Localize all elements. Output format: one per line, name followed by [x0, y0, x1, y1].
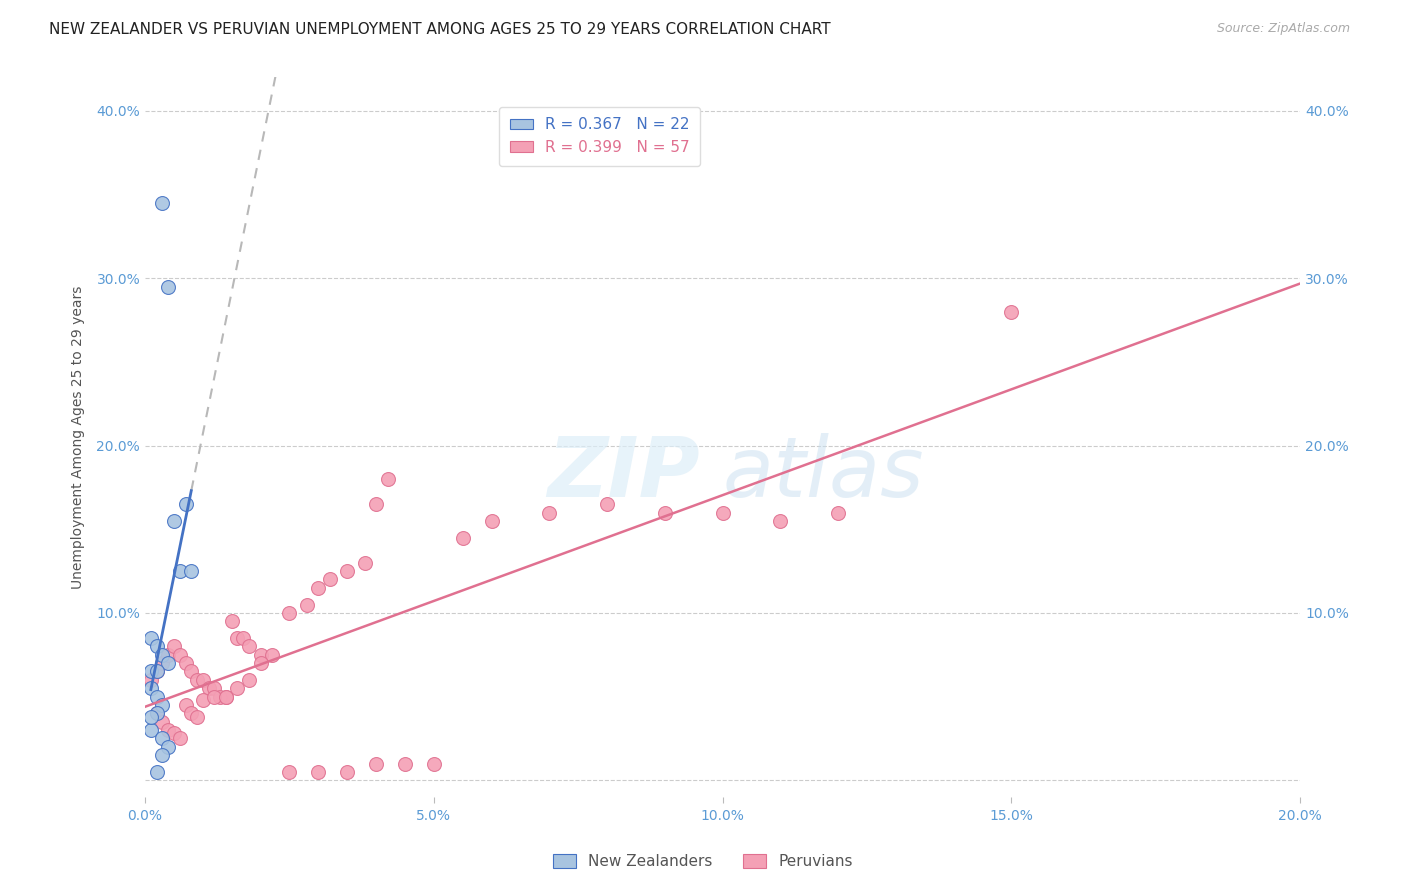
Point	[596, 497, 619, 511]
Point	[145, 690, 167, 704]
Point	[139, 723, 162, 737]
Point	[249, 656, 271, 670]
Point	[180, 564, 202, 578]
Point	[295, 598, 318, 612]
Point	[226, 631, 249, 645]
Point	[238, 640, 260, 654]
Text: ZIP: ZIP	[547, 433, 700, 514]
Point	[180, 665, 202, 679]
Point	[232, 631, 254, 645]
Point	[202, 681, 225, 696]
Point	[157, 739, 180, 754]
Point	[307, 581, 329, 595]
Point	[197, 681, 219, 696]
Point	[169, 731, 191, 746]
Point	[139, 665, 162, 679]
Point	[423, 756, 446, 771]
Point	[152, 731, 174, 746]
Point	[209, 690, 232, 704]
Point	[152, 656, 174, 670]
Point	[163, 640, 186, 654]
Point	[152, 714, 174, 729]
Point	[145, 665, 167, 679]
Point	[186, 673, 208, 687]
Point	[139, 681, 162, 696]
Point	[152, 648, 174, 662]
Text: Source: ZipAtlas.com: Source: ZipAtlas.com	[1216, 22, 1350, 36]
Point	[202, 690, 225, 704]
Point	[152, 698, 174, 712]
Point	[139, 631, 162, 645]
Point	[278, 606, 301, 620]
Point	[145, 706, 167, 721]
Point	[157, 656, 180, 670]
Point	[169, 564, 191, 578]
Text: NEW ZEALANDER VS PERUVIAN UNEMPLOYMENT AMONG AGES 25 TO 29 YEARS CORRELATION CHA: NEW ZEALANDER VS PERUVIAN UNEMPLOYMENT A…	[49, 22, 831, 37]
Point	[139, 709, 162, 723]
Point	[364, 756, 387, 771]
Point	[278, 764, 301, 779]
Point	[538, 506, 561, 520]
Point	[169, 648, 191, 662]
Point	[215, 690, 238, 704]
Point	[364, 497, 387, 511]
Point	[481, 514, 503, 528]
Point	[186, 709, 208, 723]
Y-axis label: Unemployment Among Ages 25 to 29 years: Unemployment Among Ages 25 to 29 years	[72, 285, 86, 589]
Point	[191, 693, 214, 707]
Point	[152, 196, 174, 211]
Point	[336, 764, 359, 779]
Point	[215, 690, 238, 704]
Point	[353, 556, 375, 570]
Point	[307, 764, 329, 779]
Point	[180, 706, 202, 721]
Point	[319, 573, 342, 587]
Point	[191, 673, 214, 687]
Point	[249, 648, 271, 662]
Point	[145, 764, 167, 779]
Point	[145, 706, 167, 721]
Point	[145, 640, 167, 654]
Point	[1000, 304, 1022, 318]
Point	[238, 673, 260, 687]
Point	[221, 615, 243, 629]
Point	[174, 497, 197, 511]
Point	[377, 472, 399, 486]
Point	[152, 748, 174, 763]
Point	[174, 698, 197, 712]
Point	[174, 656, 197, 670]
Point	[163, 726, 186, 740]
Point	[336, 564, 359, 578]
Point	[157, 723, 180, 737]
Point	[654, 506, 676, 520]
Legend: New Zealanders, Peruvians: New Zealanders, Peruvians	[547, 848, 859, 875]
Point	[394, 756, 416, 771]
Point	[827, 506, 849, 520]
Point	[769, 514, 792, 528]
Point	[157, 648, 180, 662]
Point	[163, 514, 186, 528]
Point	[157, 279, 180, 293]
Legend: R = 0.367   N = 22, R = 0.399   N = 57: R = 0.367 N = 22, R = 0.399 N = 57	[499, 107, 700, 166]
Point	[711, 506, 734, 520]
Point	[226, 681, 249, 696]
Point	[451, 531, 474, 545]
Text: atlas: atlas	[723, 433, 924, 514]
Point	[145, 665, 167, 679]
Point	[139, 673, 162, 687]
Point	[262, 648, 284, 662]
